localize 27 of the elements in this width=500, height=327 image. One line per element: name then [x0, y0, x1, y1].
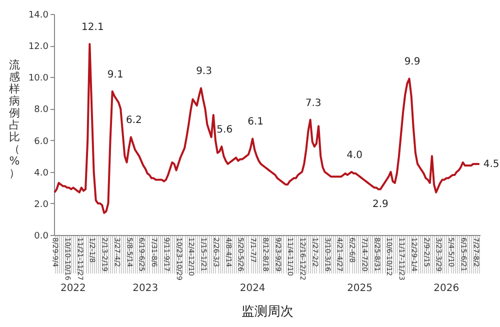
y-tick-label: 14.0: [28, 10, 49, 20]
text: 2023: [132, 283, 158, 294]
y-tick-label: 2.0: [34, 200, 49, 210]
x-axis-title: 监测周次: [242, 304, 294, 320]
data-label: 2.9: [372, 199, 388, 210]
text: 2022: [60, 283, 86, 294]
y-tick-label: 8.0: [34, 105, 49, 116]
y-tick-label: 6.0: [34, 136, 49, 147]
data-label: 9.1: [107, 69, 124, 80]
data-label: 7.3: [305, 98, 322, 109]
data-label: 9.9: [404, 56, 420, 68]
text: 2026: [434, 283, 460, 294]
text: 流感样病例占比（%）: [9, 58, 20, 180]
data-label: 12.1: [82, 22, 104, 33]
line-series: [54, 42, 480, 214]
data-label: 9.3: [196, 66, 212, 78]
text: 2025: [347, 283, 373, 294]
y-tick-label: 4.0: [34, 168, 49, 178]
data-label: 5.6: [216, 124, 233, 136]
data-label: 4.5: [483, 158, 500, 170]
y-tick-label: 10.0: [28, 74, 49, 84]
data-label: 6.1: [248, 116, 264, 128]
y-tick-label: 0.0: [34, 232, 49, 242]
data-label: 6.2: [126, 115, 142, 126]
y-tick-label: 12.0: [28, 42, 49, 52]
text: 2024: [240, 283, 266, 294]
data-label: 4.0: [346, 150, 362, 161]
